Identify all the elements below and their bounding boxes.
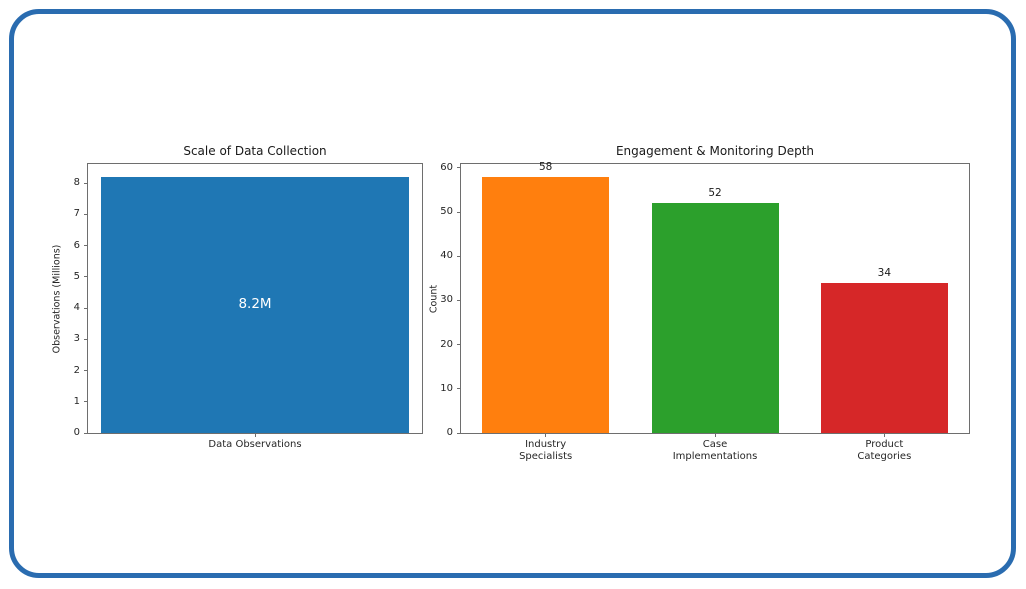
y-tick-mark bbox=[457, 299, 461, 301]
bar-value-label: 58 bbox=[538, 160, 553, 173]
y-tick-mark bbox=[84, 338, 88, 340]
y-tick-label: 0 bbox=[73, 427, 80, 438]
y-tick-label: 1 bbox=[73, 395, 80, 407]
y-tick-label: 6 bbox=[73, 239, 80, 251]
x-tick-label: Industry Specialists bbox=[519, 439, 573, 462]
y-tick-label: 20 bbox=[440, 338, 453, 350]
bar bbox=[101, 176, 409, 433]
y-tick-mark bbox=[457, 432, 461, 434]
y-tick-label: 0 bbox=[446, 427, 453, 438]
bar-value-label: 8.2M bbox=[238, 295, 272, 312]
y-tick-mark bbox=[84, 213, 88, 215]
y-tick-label: 2 bbox=[73, 364, 80, 376]
bar bbox=[651, 203, 779, 433]
x-tick-mark bbox=[714, 433, 716, 437]
x-tick-mark bbox=[254, 433, 256, 437]
y-tick-mark bbox=[457, 344, 461, 346]
bar-value-label: 52 bbox=[708, 187, 722, 200]
y-tick-mark bbox=[84, 182, 88, 184]
y-tick-label: 40 bbox=[440, 250, 453, 262]
bar bbox=[820, 282, 948, 433]
x-tick-label: Case Implementations bbox=[672, 439, 758, 462]
y-tick-mark bbox=[457, 255, 461, 257]
y-tick-label: 5 bbox=[73, 270, 80, 282]
y-tick-mark bbox=[457, 211, 461, 213]
bar-chart-engagement-monitoring-depth: Engagement & Monitoring Depth Count 0 10 2… bbox=[429, 144, 970, 462]
y-tick-mark bbox=[84, 307, 88, 309]
y-tick-mark bbox=[84, 401, 88, 403]
y-tick-mark bbox=[457, 388, 461, 390]
chart-title: Engagement & Monitoring Depth bbox=[615, 144, 815, 158]
y-tick-label: 3 bbox=[73, 333, 80, 345]
x-tick-mark bbox=[545, 433, 547, 437]
y-tick-label: 4 bbox=[73, 302, 80, 314]
y-tick-label: 8 bbox=[73, 177, 80, 189]
x-tick-mark bbox=[883, 433, 885, 437]
y-tick-label: 10 bbox=[440, 382, 453, 394]
y-tick-mark bbox=[457, 167, 461, 169]
x-tick-label: Product Categories bbox=[857, 439, 912, 462]
y-tick-mark bbox=[84, 245, 88, 247]
bar bbox=[482, 176, 610, 433]
x-tick-label: Data Observations bbox=[208, 439, 302, 450]
y-tick-label: 60 bbox=[440, 161, 453, 173]
chart-title: Scale of Data Collection bbox=[183, 144, 327, 158]
y-tick-label: 7 bbox=[73, 208, 80, 220]
bar-value-label: 34 bbox=[877, 266, 892, 279]
y-tick-mark bbox=[84, 276, 88, 278]
bar-chart-scale-of-data-collection: Scale of Data Collection Observations (M… bbox=[52, 144, 423, 450]
y-tick-label: 50 bbox=[440, 206, 453, 218]
y-tick-mark bbox=[84, 432, 88, 434]
y-tick-mark bbox=[84, 370, 88, 371]
y-tick-label: 30 bbox=[440, 294, 453, 306]
